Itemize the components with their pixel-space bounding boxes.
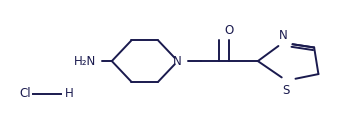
Text: Cl: Cl [19,87,31,100]
Text: N: N [173,55,182,68]
Text: O: O [224,24,233,37]
Text: S: S [283,84,290,97]
Text: N: N [279,29,287,42]
Text: H₂N: H₂N [74,55,96,68]
Text: H: H [65,87,74,100]
